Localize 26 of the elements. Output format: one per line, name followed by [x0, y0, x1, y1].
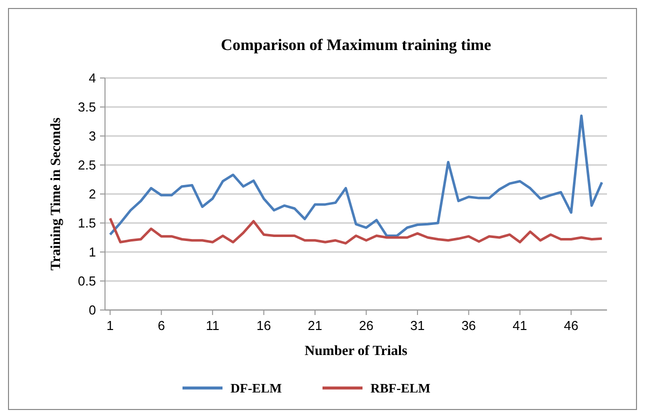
y-tick-label: 3: [88, 128, 96, 144]
legend-label: RBF-ELM: [370, 380, 430, 396]
line-series: [108, 114, 604, 238]
x-tick-label: 26: [359, 318, 374, 333]
x-tick-label: 11: [206, 318, 220, 333]
x-axis-title: Number of Trials: [304, 344, 408, 359]
x-tick-label: 31: [410, 318, 425, 333]
x-tick-label: 36: [461, 318, 476, 333]
legend-label: DF-ELM: [230, 380, 282, 396]
y-tick-label: 2.5: [78, 158, 96, 173]
x-tick-label: 41: [512, 318, 528, 333]
y-tick-label: 4: [88, 70, 96, 86]
line-series: [108, 217, 604, 245]
chart-title: Comparison of Maximum training time: [220, 37, 492, 54]
y-tick-label: 2: [88, 186, 96, 202]
x-tick-label: 6: [158, 318, 165, 333]
y-tick-label: 1: [88, 244, 96, 260]
y-axis-title: Training Time in Seconds: [49, 117, 64, 270]
y-tick-label: 0: [88, 302, 96, 318]
y-tick-label: 1.5: [78, 216, 96, 231]
x-tick-label: 16: [256, 318, 272, 333]
y-tick-label: 0.5: [78, 274, 96, 289]
x-tick-label: 1: [106, 318, 114, 333]
x-tick-label: 46: [564, 318, 578, 333]
y-tick-label: 3.5: [78, 100, 96, 115]
x-tick-label: 21: [308, 318, 322, 333]
